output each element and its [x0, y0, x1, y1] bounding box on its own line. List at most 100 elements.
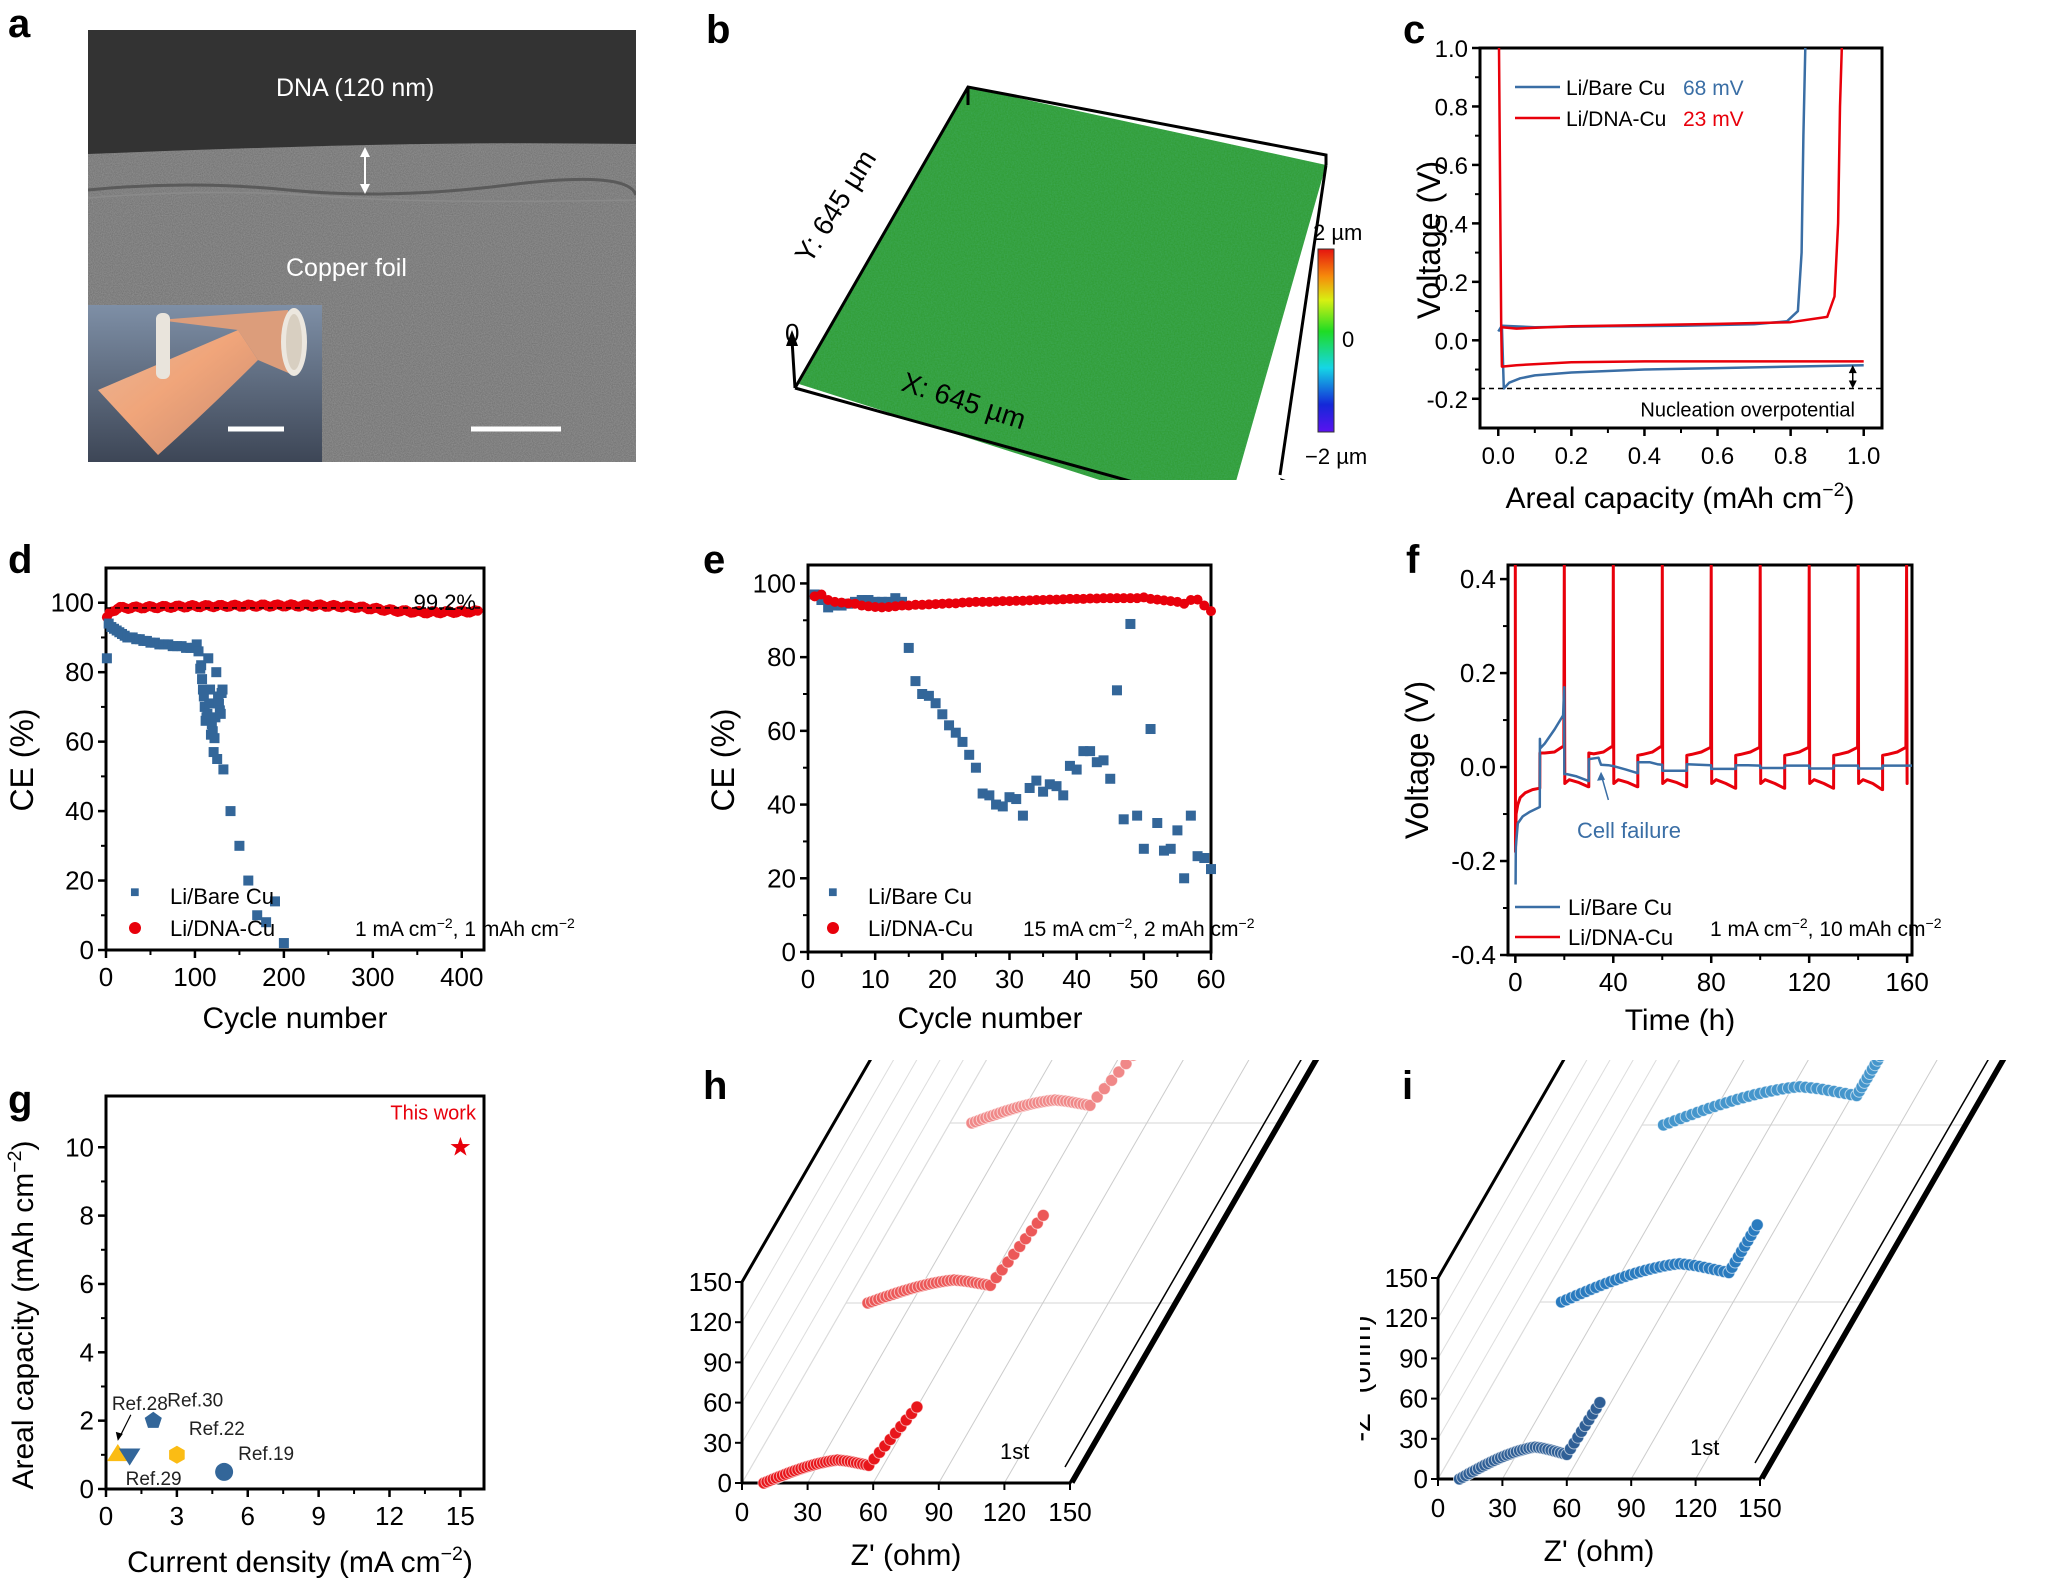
y-tick-label: 150 [689, 1267, 732, 1297]
x-tick-label: 120 [1787, 967, 1830, 997]
y-tick-label: 6 [80, 1269, 94, 1299]
data-point-bare-cu [1017, 810, 1028, 821]
data-point-bare-cu [243, 875, 254, 886]
side-grid-d [741, 1060, 964, 1444]
surface-map-drawing: 0 Y: 645 µm X: 645 µm 2 µm 0 −2 µm [785, 85, 1367, 522]
x-tick-label: 6 [241, 1501, 255, 1531]
y-tick-label: 0 [1414, 1464, 1428, 1494]
x-tick-label: 80 [1697, 967, 1726, 997]
marker-triangle-up-icon [107, 1444, 129, 1462]
marker-star-icon [450, 1136, 471, 1156]
y-tick-label: 60 [767, 716, 796, 746]
x-axis-title: Z' (ohm) [1544, 1535, 1655, 1568]
data-point-bare-cu [212, 754, 223, 764]
y-axis-title-end: ) [7, 1141, 40, 1151]
x-tick-label: 0.6 [1701, 443, 1734, 470]
data-point-bare-cu [191, 639, 202, 650]
y-tick-label: -0.2 [1451, 846, 1496, 876]
data-point-dna-cu [816, 589, 827, 600]
marker-pentagon-icon [144, 1411, 162, 1428]
condition-part: 1 mA cm [1710, 918, 1792, 941]
floor-grid-d [807, 1060, 1053, 1484]
data-point-bare-cu [1172, 825, 1183, 836]
panel-label-g: g [8, 1078, 33, 1122]
point-label: Ref.19 [238, 1444, 294, 1465]
x-axis-title: Z' (ohm) [851, 1539, 962, 1572]
data-point-bare-cu [198, 691, 209, 702]
side-grid-d [1437, 1060, 1681, 1480]
data-point-dna-cu [1206, 606, 1216, 617]
x-tick-label: 20 [928, 964, 957, 994]
condition-part: , 10 mAh cm [1808, 918, 1926, 941]
y-tick-label: 100 [753, 568, 796, 598]
data-point-dna-cu [1199, 600, 1210, 611]
side-grid-d [1437, 1060, 1611, 1359]
series-1st [757, 1400, 924, 1490]
data-point-bare-cu [1024, 782, 1035, 793]
data-point-bare-cu [206, 719, 217, 730]
data-point-bare-cu [977, 788, 988, 799]
x-tick-label: 3 [170, 1501, 184, 1531]
data-point-bare-cu [225, 806, 236, 817]
y-tick-label: 0.2 [1435, 270, 1468, 297]
point-label: Ref.30 [167, 1391, 223, 1412]
y-tick-label: -0.4 [1451, 940, 1496, 970]
point-label: Ref.29 [126, 1469, 182, 1490]
x-tick-label: 0.2 [1555, 443, 1588, 470]
y-tick-label: 40 [65, 796, 94, 826]
data-point-bare-cu [910, 676, 921, 687]
data-point-bare-cu [1138, 843, 1149, 854]
data-point-bare-cu [1078, 746, 1089, 757]
data-point-bare-cu [197, 684, 208, 695]
x-tick-label: 100 [173, 962, 216, 992]
data-point-bare-cu [1058, 790, 1069, 801]
colorbar [1317, 248, 1335, 433]
colorbar-mid-label: 0 [1342, 327, 1354, 352]
legend-label: Li/Bare Cu [170, 884, 274, 909]
legend-label: Li/Bare Cu [1568, 895, 1672, 920]
x-tick-label: 200 [262, 962, 305, 992]
floor-grid-d [1501, 1060, 1745, 1480]
series-cycle-2 [1554, 1218, 1764, 1309]
cell-failure-arrow-icon [1601, 777, 1610, 801]
bare-cu-points [809, 589, 1216, 884]
data-point-bare-cu [1179, 873, 1190, 884]
dna-cu-points [101, 599, 483, 623]
data-point-bare-cu [997, 801, 1008, 812]
data-point-bare-cu [196, 660, 207, 671]
legend-label: Li/Bare Cu [868, 884, 972, 909]
x-tick-label: 30 [1488, 1493, 1517, 1523]
x-tick-label: 0.8 [1774, 443, 1807, 470]
y-axis-title-sup: −2 [4, 1151, 26, 1173]
floor-grid-d [1630, 1060, 1874, 1480]
y-tick-label: 2 [80, 1406, 94, 1436]
y-tick-label: 120 [689, 1307, 732, 1337]
y-axis-title-base: Areal capacity (mAh cm [7, 1173, 40, 1490]
x-tick-label: 0 [99, 1501, 113, 1531]
x-tick-label: 90 [924, 1497, 953, 1527]
chart-d-ce-1ma: 0 100 200 300 400 0 20 40 60 80 100 99.2% ■ Li/Bare C… [4, 566, 575, 1035]
data-point-bare-cu [202, 708, 213, 719]
surface-map: 0 Y: 645 µm X: 645 µm 2 µm 0 −2 µm [740, 50, 1380, 522]
x-axis-title-sup: −2 [1822, 479, 1844, 501]
x-tick-label: 300 [351, 962, 394, 992]
condition-part: 15 mA cm [1023, 918, 1116, 941]
side-grid-d [741, 1060, 895, 1323]
y-tick-label: 0 [782, 937, 796, 967]
x-axis-title-sup: −2 [441, 1543, 463, 1565]
data-point-bare-cu [1004, 792, 1015, 803]
marker-hexagon-icon [169, 1445, 185, 1464]
thickness-arrow-icon [360, 147, 370, 194]
cell-failure-label: Cell failure [1577, 818, 1681, 843]
y-tick-label: 0.0 [1435, 328, 1468, 355]
x-tick-label: 0 [735, 1497, 749, 1527]
data-point-bare-cu [1105, 773, 1116, 784]
y-dimension-label: Y: 645 µm [789, 144, 882, 268]
data-point-bare-cu [1125, 618, 1136, 629]
y-tick-label: 0.6 [1435, 153, 1468, 180]
data-point-bare-cu [209, 733, 220, 744]
arrow-head-icon [115, 1431, 123, 1441]
data-point [1593, 1396, 1607, 1410]
x-axis-title: Cycle number [202, 1002, 387, 1035]
data-point-bare-cu [261, 917, 272, 928]
